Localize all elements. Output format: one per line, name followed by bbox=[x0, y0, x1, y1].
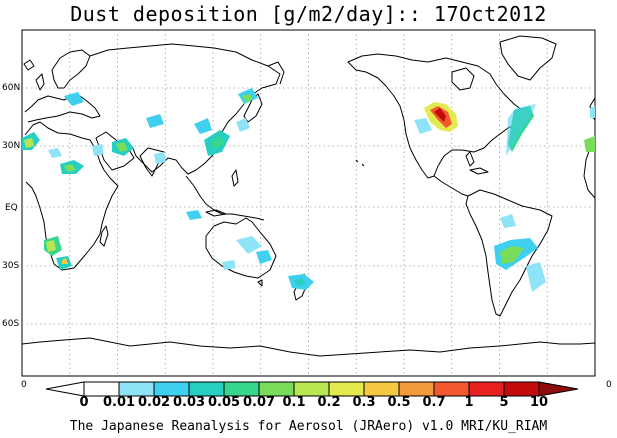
scandinavia-coast bbox=[51, 49, 91, 89]
colorbar-swatch bbox=[328, 381, 365, 397]
dust-patch-us-west-fringe bbox=[414, 118, 432, 134]
colorbar-swatch bbox=[293, 381, 330, 397]
dust-patch-wrap-sahara bbox=[584, 136, 595, 152]
lat-label-30s: 30S bbox=[2, 261, 20, 271]
dust-patch-se-asia bbox=[186, 210, 202, 220]
dust-patch-india bbox=[154, 152, 166, 164]
south-america-coast bbox=[465, 189, 553, 317]
colorbar-label: 10 bbox=[529, 395, 549, 410]
dust-patch-brazil bbox=[500, 214, 516, 228]
lat-label-eq: EQ bbox=[5, 203, 18, 213]
colorbar-label: 0.07 bbox=[242, 395, 276, 410]
dust-patch-south-africa-dot bbox=[62, 258, 68, 264]
colorbar-label: 0.2 bbox=[317, 395, 341, 410]
colorbar-swatch bbox=[398, 381, 435, 397]
dust-patch-mongolia-core bbox=[242, 94, 252, 102]
florida-coast bbox=[465, 151, 475, 167]
madagascar-coast bbox=[99, 225, 109, 247]
lat-label-60n: 60N bbox=[2, 83, 21, 93]
dust-patch-us-west-peak bbox=[434, 108, 446, 122]
lat-label-30n: 30N bbox=[2, 141, 21, 151]
colorbar-swatch bbox=[83, 381, 120, 397]
colorbar-arrow-high bbox=[538, 381, 579, 397]
colorbar-label: 0.02 bbox=[137, 395, 171, 410]
se-asia-coast bbox=[185, 175, 265, 221]
colorbar-swatch bbox=[363, 381, 400, 397]
colorbar bbox=[45, 381, 579, 397]
colorbar-left-corner-label: 0 bbox=[21, 380, 27, 390]
lat-label-60s: 60S bbox=[2, 319, 20, 329]
dust-patch-new-zealand-core bbox=[294, 278, 306, 286]
asia-north-coast bbox=[89, 43, 281, 105]
dust-patch-argentina-core bbox=[500, 246, 524, 264]
philippines-coast bbox=[231, 169, 239, 187]
north-america-coast bbox=[347, 53, 531, 179]
dust-patch-australia-3 bbox=[222, 260, 236, 270]
dust-patch-west-sahara-core bbox=[24, 138, 34, 148]
colorbar-right-corner-label: 0 bbox=[606, 380, 612, 390]
colorbar-label: 0.03 bbox=[172, 395, 206, 410]
tasmania-coast bbox=[257, 279, 263, 287]
colorbar-label: 0.1 bbox=[282, 395, 306, 410]
dust-patch-east-asia-core bbox=[210, 136, 224, 150]
footer-credit: The Japanese Reanalysis for Aerosol (JRA… bbox=[69, 419, 548, 434]
indonesia-coast bbox=[205, 209, 227, 217]
india-coast bbox=[139, 147, 165, 177]
east-asia-coast bbox=[131, 103, 245, 175]
colorbar-label: 0.7 bbox=[422, 395, 446, 410]
map-title: Dust deposition [g/m2/day]:: 17Oct2012 bbox=[70, 2, 547, 26]
dust-patch-korea bbox=[236, 118, 250, 132]
greenland-coast bbox=[499, 35, 557, 81]
colorbar-swatch bbox=[468, 381, 505, 397]
europe-coast bbox=[24, 95, 101, 123]
arabia-coast bbox=[95, 131, 135, 171]
dust-patch-arabia bbox=[92, 144, 104, 156]
colorbar-arrow-low bbox=[45, 381, 85, 397]
africa-coast bbox=[24, 121, 119, 271]
dust-patch-sahara-north bbox=[48, 148, 62, 158]
cuba-coast bbox=[469, 167, 489, 175]
dust-patch-patagonia bbox=[526, 262, 546, 292]
hawaii-coast bbox=[355, 159, 365, 167]
central-america-coast bbox=[433, 175, 469, 197]
dust-patch-central-asia-1 bbox=[64, 92, 84, 106]
colorbar-swatch bbox=[258, 381, 295, 397]
dust-patch-wrap-europe bbox=[590, 106, 595, 118]
japan-coast bbox=[243, 93, 263, 123]
colorbar-swatch bbox=[433, 381, 470, 397]
colorbar-swatch bbox=[188, 381, 225, 397]
coastlines bbox=[22, 35, 595, 357]
kamchatka-coast bbox=[267, 61, 285, 85]
colorbar-swatch bbox=[118, 381, 155, 397]
dust-shading bbox=[22, 88, 595, 292]
dust-patch-central-asia-2 bbox=[146, 114, 164, 128]
dust-patch-middle-east-core bbox=[116, 142, 128, 152]
colorbar-label: 1 bbox=[464, 395, 474, 410]
colorbar-label: 0.05 bbox=[207, 395, 241, 410]
antarctica-coast bbox=[22, 337, 595, 357]
colorbar-label: 0.01 bbox=[102, 395, 136, 410]
australia-coast bbox=[205, 217, 277, 279]
dust-patch-us-east-fringe bbox=[506, 104, 536, 156]
colorbar-label: 5 bbox=[499, 395, 509, 410]
dust-patch-south-africa-core bbox=[46, 240, 56, 252]
colorbar-label: 0.3 bbox=[352, 395, 376, 410]
colorbar-swatch bbox=[503, 381, 540, 397]
colorbar-swatch bbox=[223, 381, 260, 397]
uk-coast bbox=[35, 73, 45, 91]
iceland-coast bbox=[23, 59, 35, 71]
colorbar-label: 0 bbox=[79, 395, 89, 410]
colorbar-label: 0.5 bbox=[387, 395, 411, 410]
dust-patch-central-asia-3 bbox=[194, 118, 212, 134]
dust-patch-australia-2 bbox=[256, 250, 272, 264]
dust-patch-sahel-core bbox=[64, 164, 76, 172]
hudson-bay-coast bbox=[451, 67, 475, 91]
dust-patch-australia-1 bbox=[236, 236, 262, 254]
colorbar-swatch bbox=[153, 381, 190, 397]
